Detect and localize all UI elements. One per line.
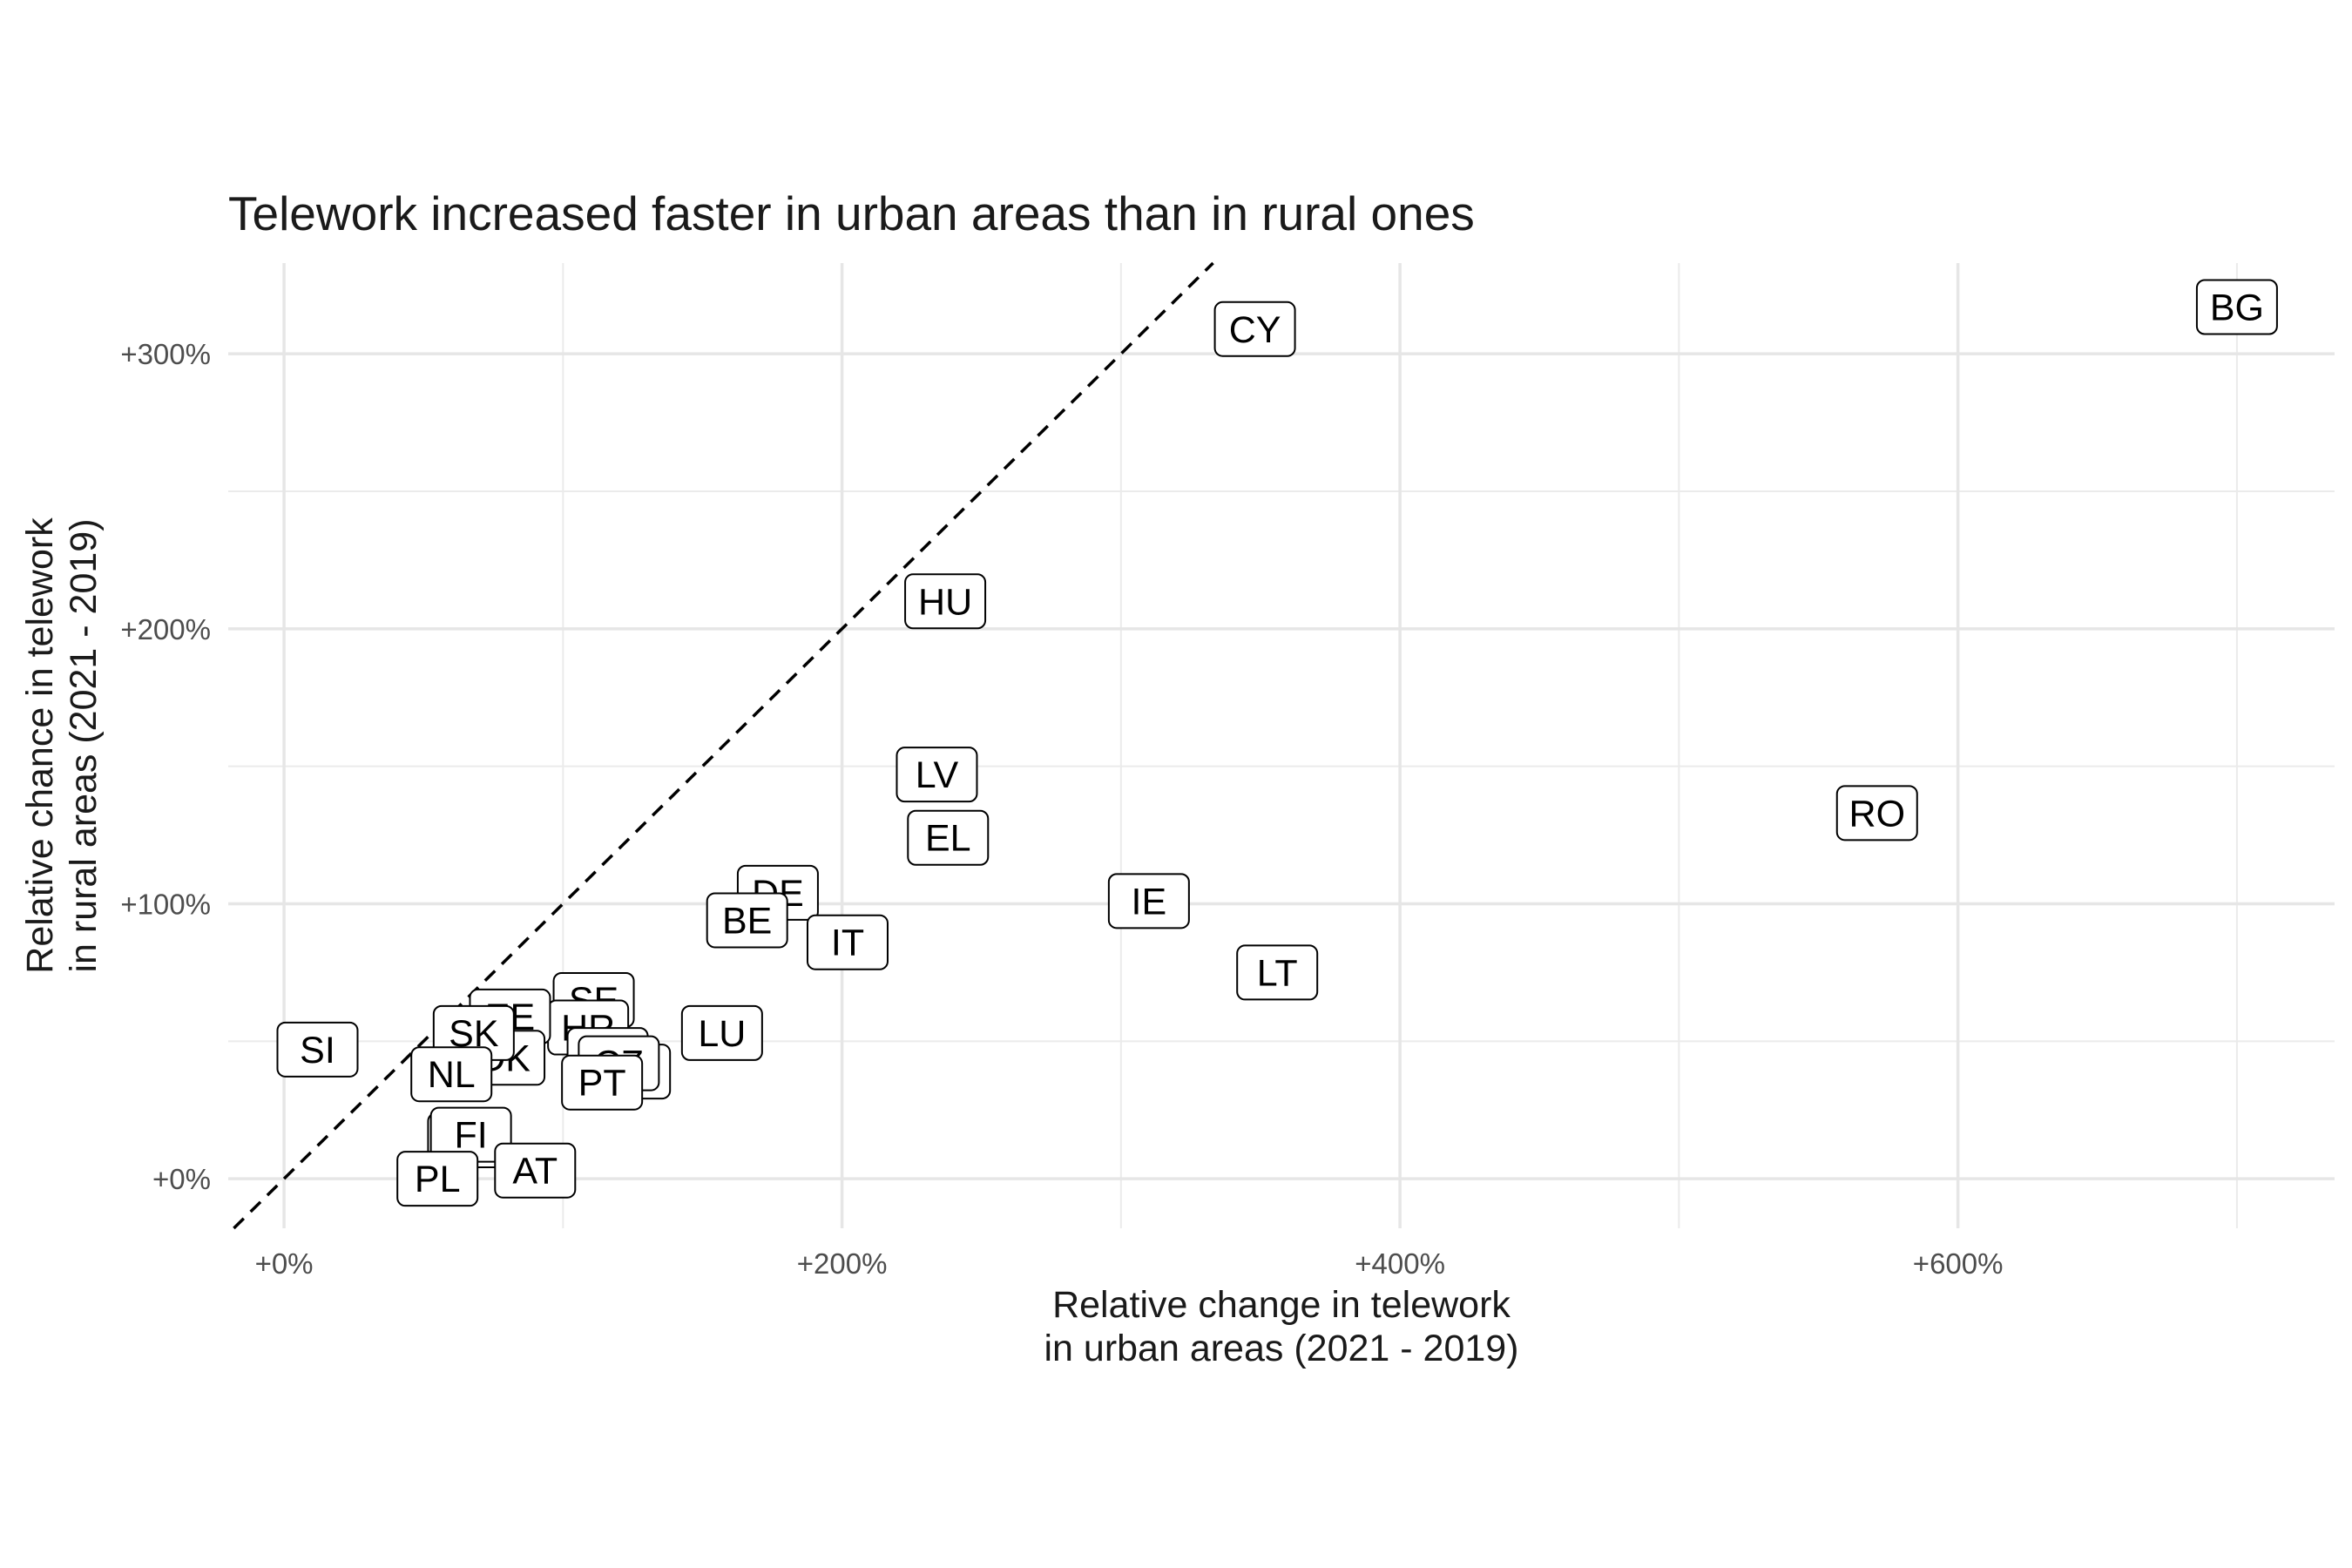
point-label: AT — [512, 1151, 558, 1193]
y-axis-title: Relative chance in telework — [19, 517, 61, 974]
data-point: SI — [276, 1021, 359, 1078]
point-label-box — [907, 809, 990, 866]
point-label: CY — [1229, 309, 1281, 351]
point-label-box — [561, 1054, 644, 1111]
x-tick-label: +200% — [797, 1247, 888, 1280]
point-label: SI — [300, 1030, 335, 1071]
point-label: LV — [916, 754, 959, 796]
point-label: RO — [1849, 793, 1906, 835]
y-tick-label: +200% — [120, 613, 211, 645]
data-point: LV — [896, 747, 978, 803]
point-label: HU — [918, 581, 972, 623]
grid-lines — [228, 263, 2335, 1228]
point-label: PL — [415, 1159, 461, 1200]
data-point: BG — [2195, 279, 2278, 335]
point-label: BG — [2210, 287, 2264, 329]
x-tick-label: +600% — [1913, 1247, 2004, 1280]
data-point: PT — [561, 1054, 644, 1111]
point-label-box — [1236, 944, 1319, 1001]
point-label-box — [1835, 785, 1918, 841]
data-point: CY — [1213, 301, 1296, 357]
point-label-box — [396, 1151, 479, 1207]
data-point: IE — [1107, 873, 1190, 929]
point-label: FI — [455, 1115, 488, 1157]
point-label: IE — [1132, 881, 1167, 923]
point-label: LT — [1257, 952, 1298, 994]
y-tick-label: +300% — [120, 338, 211, 370]
axis-ticks: +0% +200% +400% +600% +0% +100% +200% +300% — [120, 338, 2003, 1280]
data-point: BE — [706, 892, 788, 949]
x-tick-label: +0% — [255, 1247, 314, 1280]
y-tick-label: +0% — [152, 1163, 211, 1195]
point-label: NL — [428, 1054, 476, 1096]
data-points: BGCYHULVELROIELTDEBEITLUSEHRFRESCZPTEEDK… — [276, 279, 2278, 1207]
y-tick-label: +100% — [120, 889, 211, 921]
point-label-box — [706, 892, 788, 949]
point-label-box — [904, 573, 987, 630]
data-point: LT — [1236, 944, 1319, 1001]
point-label-box — [410, 1046, 493, 1103]
data-point: RO — [1835, 785, 1918, 841]
data-point: IT — [806, 914, 889, 970]
data-point: LU — [680, 1004, 763, 1061]
point-label-box — [1213, 301, 1296, 357]
x-tick-label: +400% — [1355, 1247, 1445, 1280]
x-axis-title: in urban areas (2021 - 2019) — [1044, 1328, 1518, 1369]
point-label: EL — [925, 818, 971, 860]
chart-title: Telework increased faster in urban areas… — [228, 186, 1475, 240]
data-point: FI — [429, 1106, 512, 1163]
reference-line-group — [233, 261, 1214, 1230]
point-label-box — [2195, 279, 2278, 335]
point-label-box — [1107, 873, 1190, 929]
y-axis-title: in rural areas (2021 - 2019) — [63, 518, 105, 972]
point-label-box — [806, 914, 889, 970]
point-label: LU — [698, 1013, 746, 1055]
reference-line — [233, 261, 1214, 1230]
point-label: PT — [578, 1063, 626, 1105]
data-point: EL — [907, 809, 990, 866]
data-point: HU — [904, 573, 987, 630]
x-axis-title: Relative change in telework — [1052, 1284, 1511, 1326]
data-point: PL — [396, 1151, 479, 1207]
data-point: NL — [410, 1046, 493, 1103]
point-label-box — [896, 747, 978, 803]
data-point: AT — [494, 1142, 577, 1199]
point-label-box — [276, 1021, 359, 1078]
point-label-box — [680, 1004, 763, 1061]
point-label-box — [494, 1142, 577, 1199]
point-label: IT — [831, 923, 864, 964]
point-label: BE — [722, 900, 772, 942]
